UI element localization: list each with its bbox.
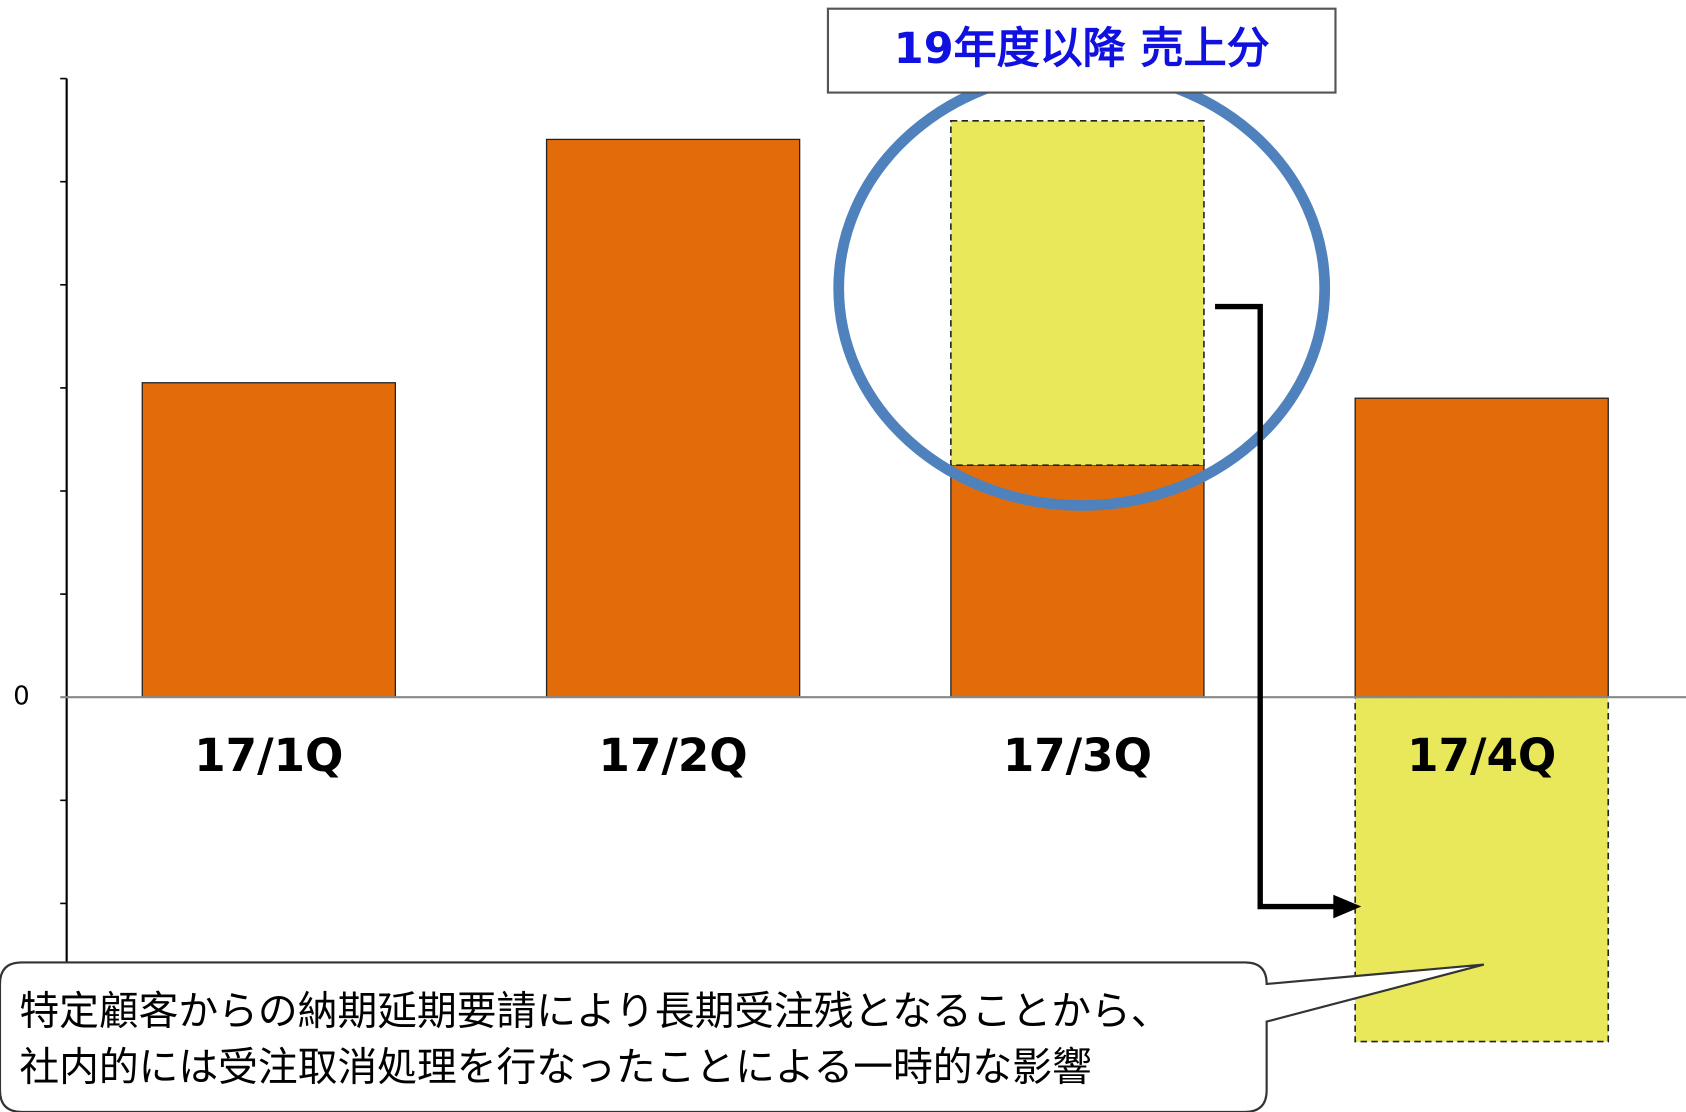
x-tick-label: 17/4Q xyxy=(1407,729,1556,782)
bar xyxy=(545,138,801,698)
bar xyxy=(141,382,397,698)
arrow-head xyxy=(1333,894,1362,919)
bar xyxy=(950,120,1205,467)
x-tick-label: 17/3Q xyxy=(1003,729,1152,782)
plot: 0 17/1Q 17/2Q 17/3Q 17/4Q xyxy=(13,77,1686,1043)
bar xyxy=(950,464,1205,698)
x-tick-label: 17/1Q xyxy=(194,729,343,782)
annotation-box xyxy=(826,7,1337,94)
annotation: 19年度以降 売上分 xyxy=(894,24,1270,74)
x-tick-label: 17/2Q xyxy=(599,729,748,782)
arrow xyxy=(1215,303,1339,910)
bar xyxy=(1354,397,1609,698)
callout-text: 社内的には受注取消処理を行なったことによる一時的な影響 xyxy=(19,1044,1091,1090)
callout-text: 特定顧客からの納期延期要請により長期受注残となることから、 xyxy=(19,989,1170,1035)
y-tick-label: 0 xyxy=(13,682,29,712)
